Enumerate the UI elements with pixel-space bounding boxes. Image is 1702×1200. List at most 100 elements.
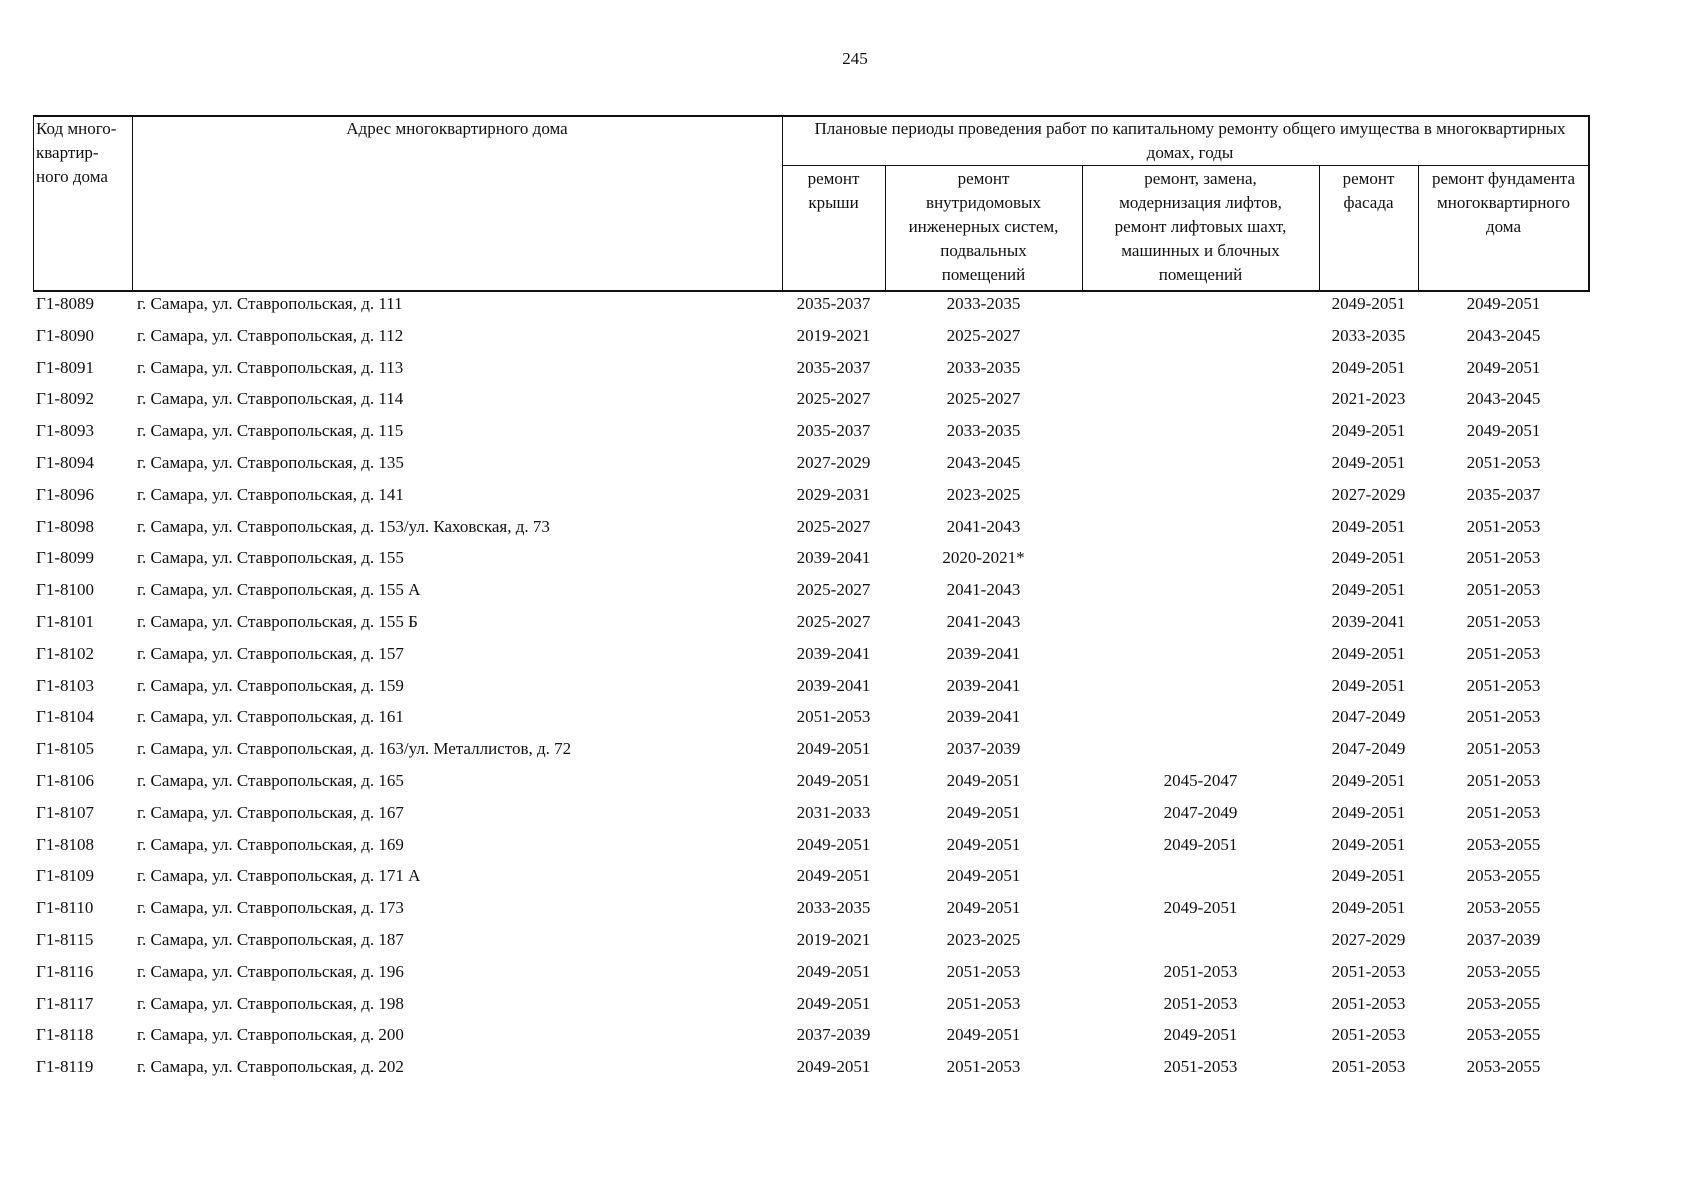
cell-period: 2037-2039 — [1466, 930, 1541, 949]
cell-address: г. Самара, ул. Ставропольская, д. 196 — [137, 961, 404, 981]
header-column: ремонт внутридомовых инженерных систем, … — [908, 169, 1059, 284]
cell-address: г. Самара, ул. Ставропольская, д. 115 — [137, 421, 404, 441]
cell-period: 2051-2053 — [1466, 453, 1541, 472]
cell-address: г. Самара, ул. Ставропольская, д. 167 — [137, 802, 404, 822]
header-address: Адрес многоквартирного дома — [346, 119, 568, 138]
cell-code: Г1-8110 — [36, 898, 94, 918]
cell-period: 2033-2035 — [946, 421, 1021, 441]
cell-period: 2047-2049 — [1331, 739, 1406, 759]
cell-period: 2049-2051 — [1466, 357, 1541, 377]
cell-period: 2049-2051 — [1331, 357, 1406, 377]
cell-period: 2049-2051 — [796, 771, 871, 790]
rule — [33, 115, 34, 292]
cell-period: 2035-2037 — [796, 294, 871, 313]
rule — [1418, 165, 1419, 292]
cell-period: 2025-2027 — [946, 325, 1021, 345]
cell-period: 2049-2051 — [1331, 898, 1406, 918]
cell-code: Г1-8107 — [36, 802, 94, 822]
cell-period: 2039-2041 — [946, 643, 1021, 663]
rule — [33, 115, 1589, 117]
rule — [33, 290, 1589, 292]
cell-period: 2053-2055 — [1466, 834, 1541, 854]
cell-period: 2049-2051 — [946, 834, 1021, 854]
cell-code: Г1-8099 — [36, 548, 94, 568]
rule — [132, 115, 133, 292]
cell-period: 2043-2045 — [946, 453, 1021, 472]
cell-period: 2039-2041 — [946, 675, 1021, 695]
cell-address: г. Самара, ул. Ставропольская, д. 112 — [137, 325, 404, 345]
cell-period: 2051-2053 — [1331, 961, 1406, 981]
header-group: Плановые периоды проведения работ по кап… — [814, 119, 1566, 162]
cell-period: 2051-2053 — [1466, 771, 1541, 790]
cell-period: 2033-2035 — [946, 294, 1021, 313]
cell-period: 2033-2035 — [1331, 325, 1406, 345]
cell-code: Г1-8118 — [36, 1025, 94, 1045]
cell-address: г. Самара, ул. Ставропольская, д. 198 — [137, 993, 404, 1013]
cell-code: Г1-8094 — [36, 453, 94, 472]
cell-period: 2051-2053 — [1331, 1025, 1406, 1045]
cell-period: 2053-2055 — [1466, 1025, 1541, 1045]
cell-code: Г1-8096 — [36, 484, 94, 504]
cell-period: 2039-2041 — [946, 707, 1021, 727]
cell-period: 2041-2043 — [946, 580, 1021, 600]
cell-period: 2033-2035 — [796, 898, 871, 918]
cell-period: 2049-2051 — [1331, 453, 1406, 472]
cell-period: 2051-2053 — [1466, 516, 1541, 536]
cell-period: 2049-2051 — [1331, 580, 1406, 600]
cell-period: 2039-2041 — [1331, 612, 1406, 631]
rule — [1588, 115, 1590, 292]
cell-period: 2051-2053 — [1163, 1057, 1238, 1077]
cell-address: г. Самара, ул. Ставропольская, д. 155 Б — [137, 612, 418, 631]
cell-period: 2029-2031 — [796, 484, 871, 504]
cell-period: 2049-2051 — [1331, 771, 1406, 790]
cell-address: г. Самара, ул. Ставропольская, д. 157 — [137, 643, 404, 663]
cell-period: 2041-2043 — [946, 516, 1021, 536]
cell-address: г. Самара, ул. Ставропольская, д. 141 — [137, 484, 404, 504]
cell-period: 2037-2039 — [796, 1025, 871, 1045]
cell-period: 2045-2047 — [1163, 771, 1238, 790]
cell-code: Г1-8108 — [36, 834, 94, 854]
cell-period: 2043-2045 — [1466, 389, 1541, 409]
cell-code: Г1-8093 — [36, 421, 94, 441]
cell-period: 2039-2041 — [796, 548, 871, 568]
cell-period: 2033-2035 — [946, 357, 1021, 377]
cell-period: 2051-2053 — [1163, 961, 1238, 981]
cell-period: 2035-2037 — [796, 357, 871, 377]
rule — [885, 165, 886, 292]
cell-address: г. Самара, ул. Ставропольская, д. 155 — [137, 548, 404, 568]
cell-period: 2053-2055 — [1466, 898, 1541, 918]
cell-address: г. Самара, ул. Ставропольская, д. 169 — [137, 834, 404, 854]
cell-period: 2049-2051 — [796, 834, 871, 854]
cell-period: 2051-2053 — [1163, 993, 1238, 1013]
cell-address: г. Самара, ул. Ставропольская, д. 135 — [137, 453, 404, 472]
cell-code: Г1-8115 — [36, 930, 94, 949]
cell-code: Г1-8104 — [36, 707, 94, 727]
cell-address: г. Самара, ул. Ставропольская, д. 173 — [137, 898, 404, 918]
header-code: Код много- квартир- ного дома — [36, 119, 117, 186]
cell-period: 2051-2053 — [1466, 802, 1541, 822]
cell-period: 2049-2051 — [946, 898, 1021, 918]
cell-period: 2039-2041 — [796, 675, 871, 695]
cell-code: Г1-8102 — [36, 643, 94, 663]
cell-period: 2021-2023 — [1331, 389, 1406, 409]
header-column: ремонт, замена, модернизация лифтов, рем… — [1114, 169, 1287, 284]
cell-period: 2023-2025 — [946, 484, 1021, 504]
cell-period: 2039-2041 — [796, 643, 871, 663]
cell-period: 2051-2053 — [1466, 739, 1541, 759]
cell-period: 2049-2051 — [1331, 643, 1406, 663]
cell-period: 2025-2027 — [796, 612, 871, 631]
cell-period: 2049-2051 — [1163, 1025, 1238, 1045]
cell-period: 2053-2055 — [1466, 993, 1541, 1013]
cell-period: 2051-2053 — [1331, 993, 1406, 1013]
cell-period: 2043-2045 — [1466, 325, 1541, 345]
cell-code: Г1-8089 — [36, 294, 94, 313]
cell-period: 2049-2051 — [946, 802, 1021, 822]
rule — [782, 165, 1589, 166]
cell-period: 2049-2051 — [796, 993, 871, 1013]
rule — [1082, 165, 1083, 292]
cell-period: 2051-2053 — [1466, 548, 1541, 568]
header-column: ремонт крыши — [807, 169, 860, 212]
cell-code: Г1-8106 — [36, 771, 94, 790]
cell-code: Г1-8103 — [36, 675, 94, 695]
